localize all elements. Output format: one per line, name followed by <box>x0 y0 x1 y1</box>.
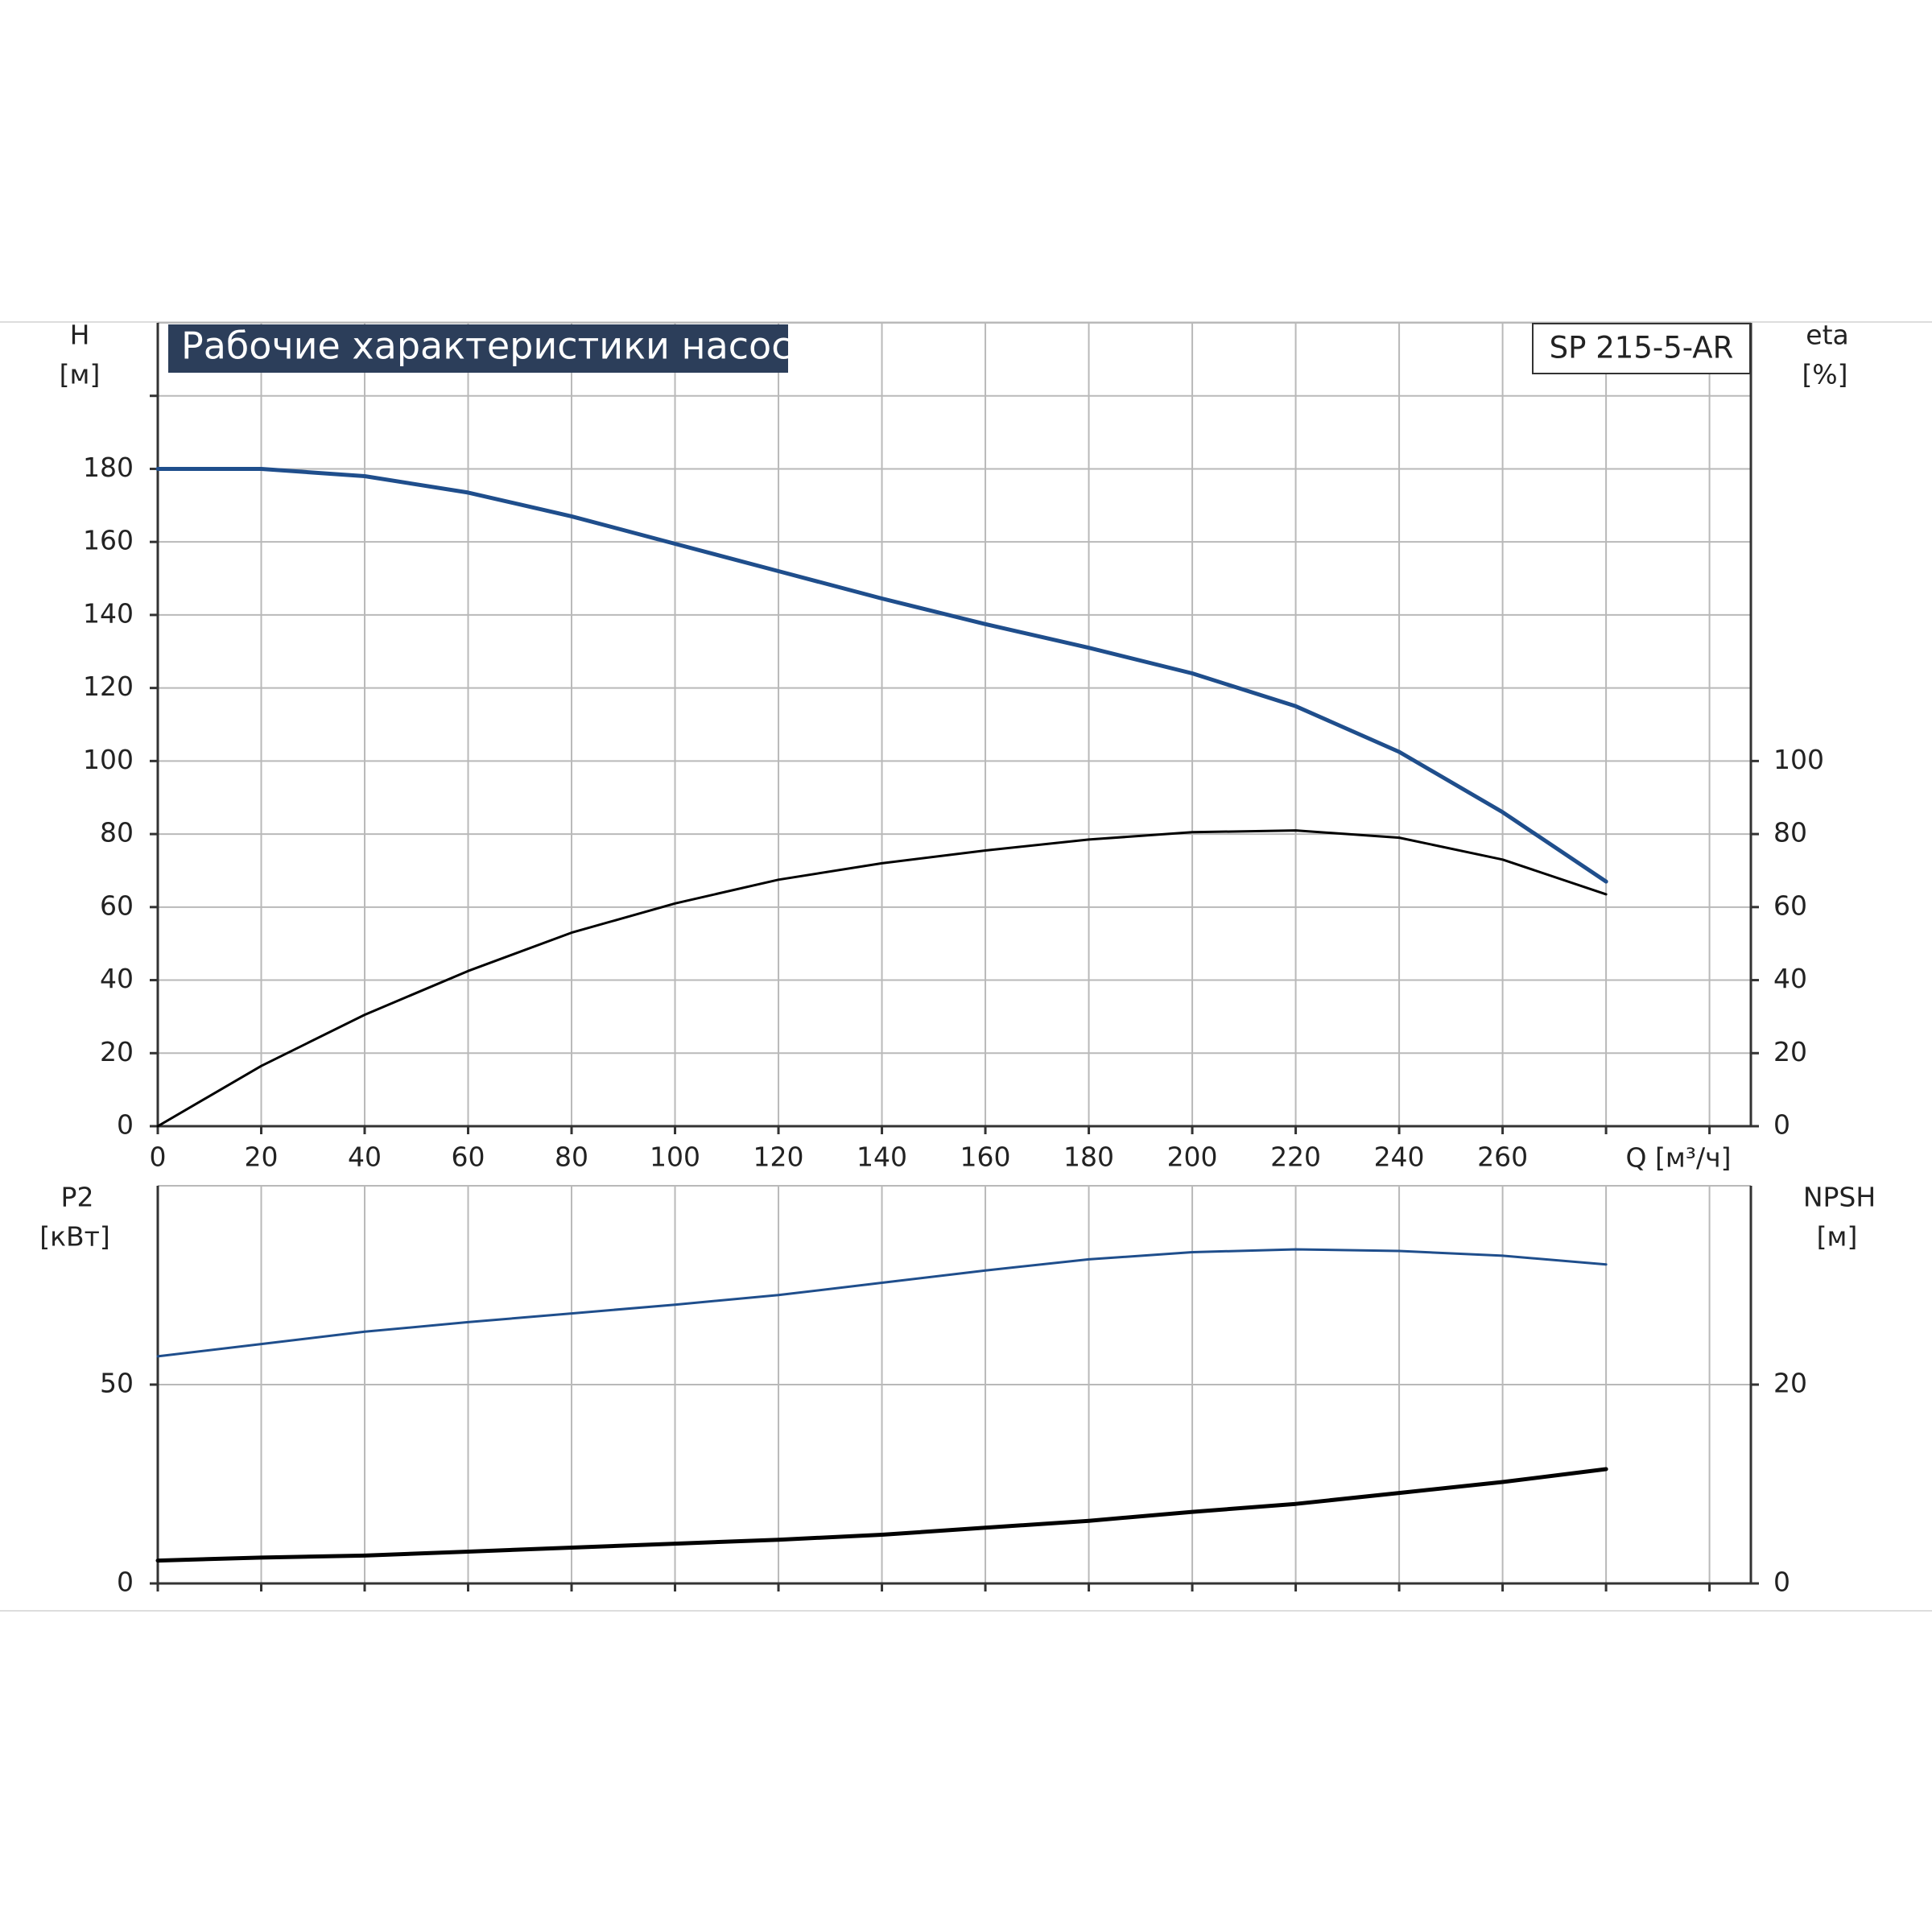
plots: 0 20 40 60 80 100 120 140 160 180 200 220 240 2600204… <box>83 322 1824 1598</box>
y-tick-label: 180 <box>83 452 134 483</box>
x-axis-label: Q [м³/ч] <box>1626 1142 1732 1174</box>
data-line <box>156 1248 1608 1358</box>
y-axis-label: H <box>70 320 90 351</box>
y2-tick-label: 20 <box>1773 1036 1807 1067</box>
x-tick-label: 100 <box>650 1141 700 1173</box>
y-tick-label: 50 <box>100 1368 134 1399</box>
y2-axis-label: NPSH <box>1803 1182 1876 1213</box>
y2-tick-label: 0 <box>1773 1109 1790 1141</box>
data-line <box>155 467 1608 884</box>
y2-tick-label: 100 <box>1773 744 1824 775</box>
y2-axis-label: eta <box>1806 320 1848 351</box>
title-box <box>168 324 788 373</box>
x-tick-label: 40 <box>348 1141 382 1173</box>
x-tick-label: 200 <box>1167 1141 1218 1173</box>
chart-title: Рабочие характеристики насоса <box>181 324 815 368</box>
x-tick-label: 220 <box>1270 1141 1321 1173</box>
y-tick-label: 80 <box>100 817 134 848</box>
x-tick-label: 260 <box>1477 1141 1528 1173</box>
y2-axis-unit: [%] <box>1802 359 1847 390</box>
y2-tick-label: 40 <box>1773 963 1807 994</box>
model-label: SP 215-5-AR <box>1550 331 1734 365</box>
x-tick-label: 180 <box>1063 1141 1114 1173</box>
y-tick-label: 0 <box>117 1567 134 1598</box>
y-tick-label: 0 <box>117 1109 134 1141</box>
y-tick-label: 100 <box>83 744 134 775</box>
y2-tick-label: 60 <box>1773 890 1807 921</box>
y2-tick-label: 0 <box>1773 1567 1790 1598</box>
y-tick-label: 40 <box>100 963 134 994</box>
y-axis-unit: [м] <box>60 359 101 390</box>
data-line <box>156 829 1608 1128</box>
x-tick-label: 120 <box>753 1141 804 1173</box>
y-axis-unit: [кВт] <box>39 1221 110 1253</box>
y2-axis-unit: [м] <box>1817 1221 1858 1253</box>
x-tick-label: 0 <box>150 1141 167 1173</box>
model-box <box>1532 323 1751 374</box>
y-tick-label: 60 <box>100 890 134 921</box>
x-tick-label: 60 <box>452 1141 485 1173</box>
x-tick-label: 20 <box>245 1141 279 1173</box>
y-axis-label: P2 <box>61 1182 94 1213</box>
x-tick-label: 80 <box>555 1141 588 1173</box>
y2-tick-label: 80 <box>1773 817 1807 848</box>
data-line <box>155 1467 1608 1563</box>
x-tick-label: 140 <box>857 1141 907 1173</box>
y-tick-label: 120 <box>83 671 134 702</box>
y-tick-label: 140 <box>83 597 134 629</box>
x-tick-label: 160 <box>960 1141 1011 1173</box>
y-tick-label: 20 <box>100 1036 134 1067</box>
x-tick-label: 240 <box>1374 1141 1425 1173</box>
y-tick-label: 160 <box>83 525 134 556</box>
y2-tick-label: 20 <box>1773 1368 1807 1399</box>
